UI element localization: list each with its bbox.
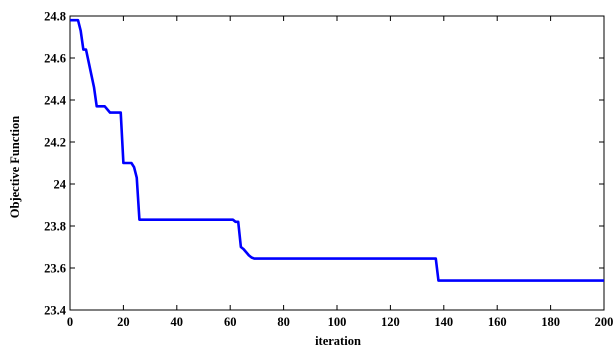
x-tick-label: 0 xyxy=(67,315,73,329)
y-tick-label: 24.8 xyxy=(44,10,66,24)
y-tick-label: 23.6 xyxy=(44,262,66,276)
y-tick-label: 24.6 xyxy=(44,52,66,66)
y-tick-label: 24 xyxy=(54,178,67,192)
x-tick-label: 120 xyxy=(381,315,400,329)
x-tick-label: 100 xyxy=(328,315,347,329)
x-axis-title: iteration xyxy=(315,334,361,348)
y-tick-label: 23.4 xyxy=(44,304,67,318)
x-tick-label: 200 xyxy=(595,315,614,329)
series-line xyxy=(70,18,604,282)
x-axis: 0 20 40 60 80 100 120 140 160 180 200 xyxy=(67,16,614,329)
y-tick-label: 24.4 xyxy=(44,94,67,108)
y-tick-label: 24.2 xyxy=(44,136,66,150)
y-axis-title: Objective Function xyxy=(8,116,22,218)
x-tick-label: 160 xyxy=(488,315,507,329)
plot-area xyxy=(69,15,605,311)
y-axis: 23.4 23.6 23.8 24 24.2 24.4 24.6 24.8 xyxy=(44,10,604,318)
x-tick-label: 40 xyxy=(171,315,184,329)
x-tick-label: 60 xyxy=(224,315,237,329)
series-layer xyxy=(70,18,604,282)
x-tick-label: 20 xyxy=(117,315,130,329)
plot-border xyxy=(69,15,605,311)
x-tick-label: 180 xyxy=(541,315,560,329)
y-tick-label: 23.8 xyxy=(44,220,66,234)
x-tick-label: 80 xyxy=(277,315,290,329)
x-tick-label: 140 xyxy=(434,315,453,329)
